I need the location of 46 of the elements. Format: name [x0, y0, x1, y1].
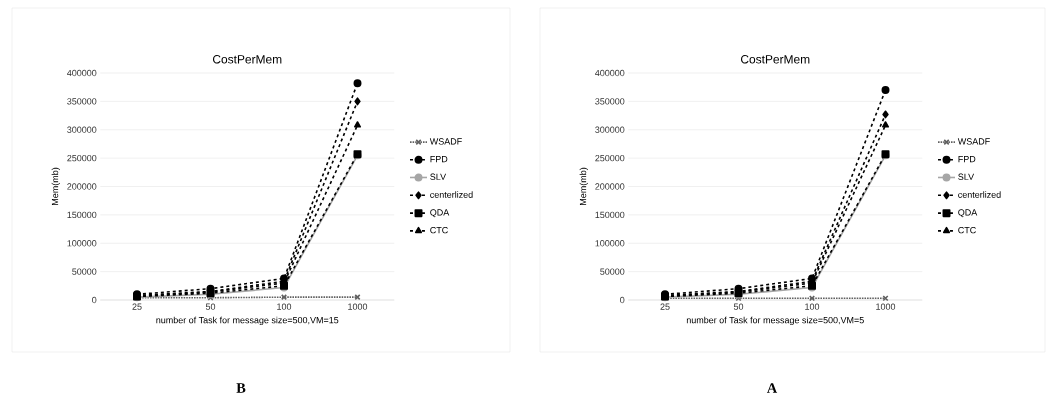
y-axis-title: Mem(mb)	[51, 167, 60, 205]
y-tick-label: 50000	[600, 268, 625, 275]
x-axis-title: number of Task for message size=500,VM=15	[156, 316, 339, 326]
legend-label: WSADF	[957, 138, 990, 145]
y-tick-label: 150000	[67, 211, 97, 219]
y-tick-label: 100000	[595, 240, 625, 247]
y-tick-label: 200000	[595, 183, 625, 190]
x-tick-label: 1000	[876, 303, 896, 310]
x-tick-label: 100	[805, 303, 820, 310]
x-tick-label: 1000	[348, 303, 368, 310]
y-tick-label: 50000	[72, 268, 97, 275]
y-tick-label: 350000	[67, 98, 97, 105]
x-tick-label: 50	[733, 303, 744, 310]
text: A	[766, 383, 778, 393]
chart-title: CostPerMem	[741, 55, 810, 64]
x-axis-title: number of Task for message size=500,VM=5	[686, 316, 864, 326]
y-tick-label: 0	[92, 296, 97, 304]
text: B	[236, 383, 246, 393]
legend-label: CTC	[958, 226, 976, 234]
y-tick-label: 250000	[595, 154, 625, 162]
y-tick-label: 200000	[67, 183, 97, 190]
x-tick-label: 100	[277, 303, 292, 310]
y-tick-label: 400000	[67, 69, 97, 77]
y-tick-label: 0	[620, 296, 625, 304]
legend-label: WSADF	[429, 138, 462, 145]
legend-label: centerlized	[958, 191, 1001, 198]
x-tick-label: 25	[132, 303, 142, 310]
legend-label: QDA	[958, 209, 978, 218]
y-tick-label: 400000	[595, 69, 625, 77]
y-tick-label: 100000	[67, 240, 97, 247]
legend-label: QDA	[430, 209, 450, 218]
chart-title: CostPerMem	[212, 55, 282, 64]
legend-label: centerlized	[430, 191, 473, 198]
y-tick-label: 250000	[67, 154, 97, 162]
y-tick-label: 300000	[595, 126, 625, 133]
y-tick-label: 300000	[67, 126, 97, 133]
y-axis-title: Mem(mb)	[579, 167, 588, 205]
legend-label: FPD	[958, 155, 976, 163]
x-tick-label: 25	[660, 303, 670, 310]
y-tick-label: 150000	[595, 211, 625, 219]
x-tick-label: 50	[205, 303, 216, 310]
legend-label: SLV	[430, 173, 447, 180]
y-tick-label: 350000	[595, 98, 625, 105]
legend-label: CTC	[430, 226, 448, 234]
legend-label: FPD	[430, 155, 448, 163]
legend-label: SLV	[958, 173, 975, 180]
